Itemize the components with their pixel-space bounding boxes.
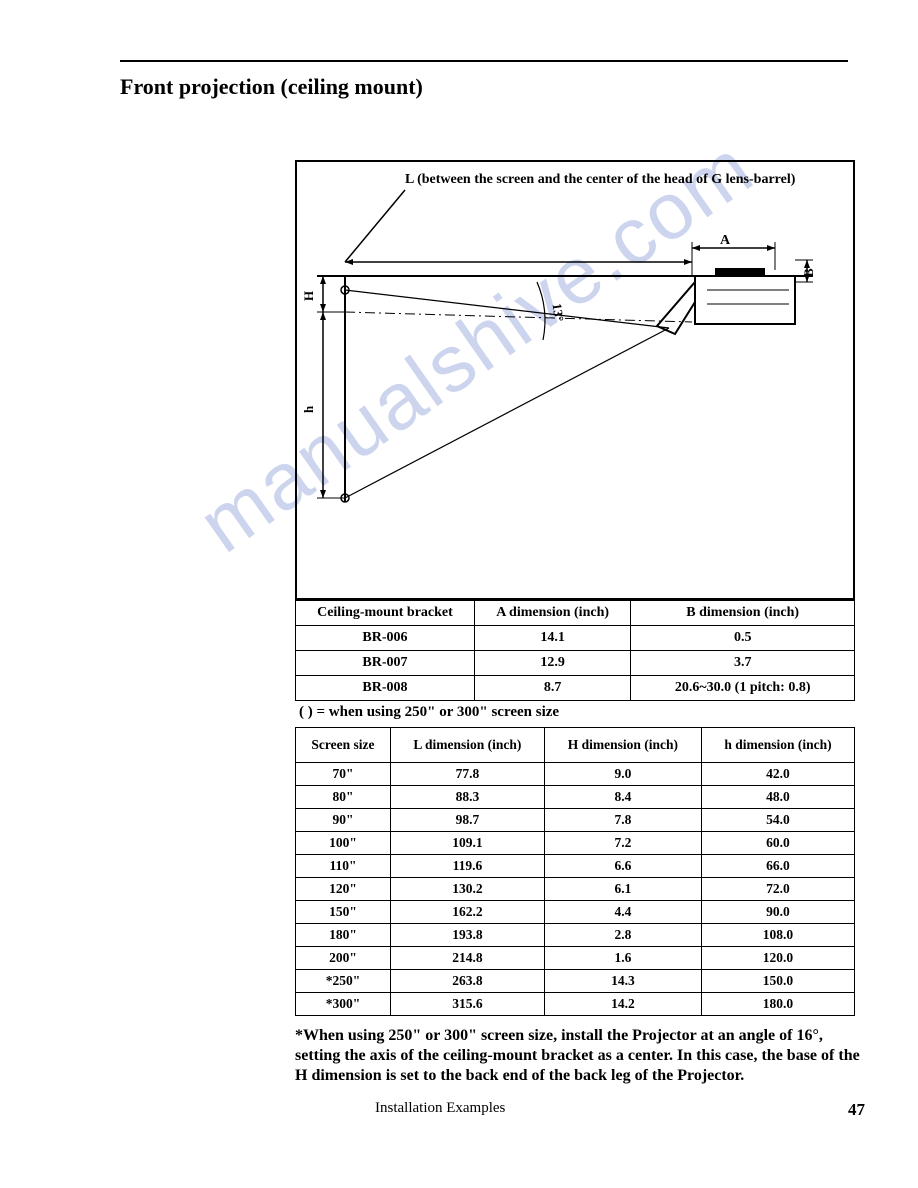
table-cell: 214.8 xyxy=(390,947,544,970)
table-cell: 150" xyxy=(296,901,391,924)
table-cell: 48.0 xyxy=(701,786,854,809)
table-cell: 3.7 xyxy=(631,651,855,676)
dim-col-2: H dimension (inch) xyxy=(544,728,701,763)
table-cell: 54.0 xyxy=(701,809,854,832)
table-cell: 90" xyxy=(296,809,391,832)
table-cell: 180.0 xyxy=(701,993,854,1016)
table-cell: 14.2 xyxy=(544,993,701,1016)
table-row: 80"88.38.448.0 xyxy=(296,786,855,809)
table-cell: 109.1 xyxy=(390,832,544,855)
table-row: 120"130.26.172.0 xyxy=(296,878,855,901)
diagram-svg: A B H xyxy=(297,162,817,562)
diagram-a-text: A xyxy=(720,233,731,248)
table-row: BR-00614.10.5 xyxy=(296,626,855,651)
dim-col-0: Screen size xyxy=(296,728,391,763)
table-cell: 263.8 xyxy=(390,970,544,993)
table-cell: 6.1 xyxy=(544,878,701,901)
footer-page-number: 47 xyxy=(848,1100,865,1120)
table-row: 180"193.82.8108.0 xyxy=(296,924,855,947)
dim-col-1: L dimension (inch) xyxy=(390,728,544,763)
bracket-table: Ceiling-mount bracket A dimension (inch)… xyxy=(295,600,855,701)
table-cell: 200" xyxy=(296,947,391,970)
table-cell: 110" xyxy=(296,855,391,878)
table-cell: 130.2 xyxy=(390,878,544,901)
table-row: BR-0088.720.6~30.0 (1 pitch: 0.8) xyxy=(296,676,855,701)
table-row: 110"119.66.666.0 xyxy=(296,855,855,878)
table-row: 100"109.17.260.0 xyxy=(296,832,855,855)
table-cell: 77.8 xyxy=(390,763,544,786)
dimension-table: Screen size L dimension (inch) H dimensi… xyxy=(295,727,855,1016)
bracket-col-2: B dimension (inch) xyxy=(631,601,855,626)
dim-col-3: h dimension (inch) xyxy=(701,728,854,763)
table-row: BR-00712.93.7 xyxy=(296,651,855,676)
table-cell: 120.0 xyxy=(701,947,854,970)
table-row: 70"77.89.042.0 xyxy=(296,763,855,786)
diagram-angle-text: 13° xyxy=(549,302,566,322)
table-cell: 60.0 xyxy=(701,832,854,855)
projection-diagram: L (between the screen and the center of … xyxy=(295,160,855,600)
table-cell: 8.4 xyxy=(544,786,701,809)
table-cell: 14.3 xyxy=(544,970,701,993)
table-row: 150"162.24.490.0 xyxy=(296,901,855,924)
table-cell: 1.6 xyxy=(544,947,701,970)
diagram-H-text: H xyxy=(301,291,316,301)
table-cell: 14.1 xyxy=(474,626,631,651)
table-cell: 12.9 xyxy=(474,651,631,676)
table-cell: 108.0 xyxy=(701,924,854,947)
table-cell: 66.0 xyxy=(701,855,854,878)
table-cell: BR-006 xyxy=(296,626,475,651)
table-cell: 162.2 xyxy=(390,901,544,924)
table-row: 90"98.77.854.0 xyxy=(296,809,855,832)
table-cell: 7.8 xyxy=(544,809,701,832)
table-cell: 6.6 xyxy=(544,855,701,878)
table-row: *300"315.614.2180.0 xyxy=(296,993,855,1016)
table-cell: 70" xyxy=(296,763,391,786)
table-cell: 120" xyxy=(296,878,391,901)
table-cell: 180" xyxy=(296,924,391,947)
table-cell: BR-007 xyxy=(296,651,475,676)
table-cell: 315.6 xyxy=(390,993,544,1016)
table-cell: 7.2 xyxy=(544,832,701,855)
table-cell: 72.0 xyxy=(701,878,854,901)
bracket-note: ( ) = when using 250" or 300" screen siz… xyxy=(299,704,855,721)
table-cell: 8.7 xyxy=(474,676,631,701)
table-row: *250"263.814.3150.0 xyxy=(296,970,855,993)
bracket-col-0: Ceiling-mount bracket xyxy=(296,601,475,626)
table-cell: 0.5 xyxy=(631,626,855,651)
table-cell: 98.7 xyxy=(390,809,544,832)
table-cell: 193.8 xyxy=(390,924,544,947)
diagram-h-text: h xyxy=(301,405,316,413)
table-cell: 80" xyxy=(296,786,391,809)
bracket-col-1: A dimension (inch) xyxy=(474,601,631,626)
footer-section: Installation Examples xyxy=(375,1100,505,1120)
table-cell: BR-008 xyxy=(296,676,475,701)
table-cell: 88.3 xyxy=(390,786,544,809)
table-cell: *300" xyxy=(296,993,391,1016)
page-footer: Installation Examples 47 xyxy=(295,1100,865,1120)
table-cell: 150.0 xyxy=(701,970,854,993)
table-row: 200"214.81.6120.0 xyxy=(296,947,855,970)
table-cell: 9.0 xyxy=(544,763,701,786)
page-title: Front projection (ceiling mount) xyxy=(120,74,848,100)
table-cell: 4.4 xyxy=(544,901,701,924)
table-cell: 20.6~30.0 (1 pitch: 0.8) xyxy=(631,676,855,701)
footnote-text: *When using 250" or 300" screen size, in… xyxy=(295,1026,865,1086)
table-cell: *250" xyxy=(296,970,391,993)
table-cell: 90.0 xyxy=(701,901,854,924)
table-cell: 42.0 xyxy=(701,763,854,786)
table-cell: 119.6 xyxy=(390,855,544,878)
table-cell: 2.8 xyxy=(544,924,701,947)
table-cell: 100" xyxy=(296,832,391,855)
